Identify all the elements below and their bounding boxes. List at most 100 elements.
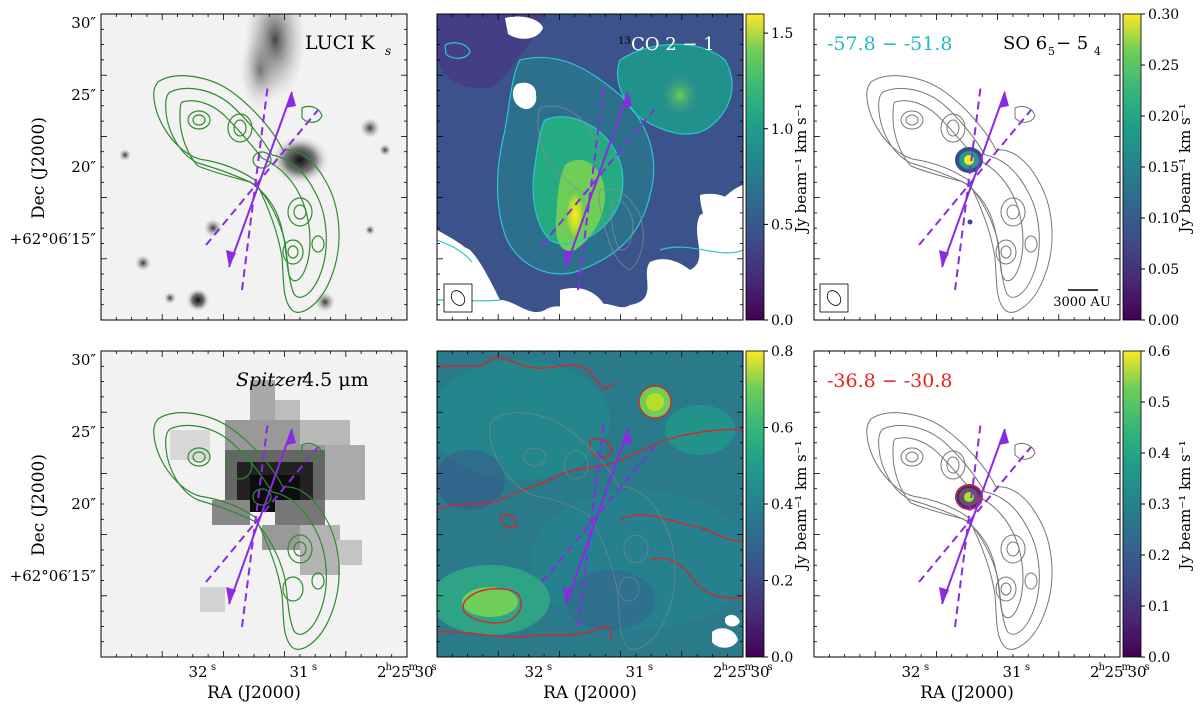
svg-text:30: 30	[415, 663, 434, 681]
ra-axis-label-middle: RA (J2000)	[543, 683, 637, 703]
ra-axis-label-right: RA (J2000)	[920, 683, 1014, 703]
colorbar-tick-label: 0.00	[1148, 313, 1179, 329]
colorbar-tick-label: 0.4	[771, 497, 793, 513]
ra-tick-label: 31	[1002, 663, 1021, 681]
ra-tick-label: 32	[901, 663, 920, 681]
svg-text:2: 2	[377, 663, 387, 681]
colorbar-tick-label: 0.6	[771, 421, 793, 437]
svg-text:h: h	[722, 662, 729, 673]
colorbar-tick-label: 0.15	[1148, 160, 1179, 176]
svg-text:25: 25	[1105, 663, 1124, 681]
ra-tick-sup: s	[312, 662, 317, 673]
dec-axis-label-bottom: Dec (J2000)	[29, 454, 49, 556]
svg-text:25: 25	[728, 663, 747, 681]
svg-text:s: s	[1145, 662, 1150, 673]
axes-ticks: 30″ 25″ 20″ +62°06′15″ 30″ 25″ 20″ +62°06′15″ 32…	[10, 14, 1150, 681]
ra-tick-sup: s	[648, 662, 653, 673]
dec-axis-label-top: Dec (J2000)	[29, 117, 49, 219]
svg-text:25: 25	[392, 663, 411, 681]
panel-b-colorbar: 0.0 0.5 1.0 1.5 Jy beam⁻¹ km s⁻¹	[745, 13, 810, 329]
ra-axis-label-left: RA (J2000)	[207, 683, 301, 703]
svg-text:2: 2	[1090, 663, 1100, 681]
colorbar-tick-label: 0.0	[771, 313, 793, 329]
colorbar-tick-label: 0.5	[1148, 395, 1170, 411]
colorbar-tick-label: 0.30	[1148, 7, 1179, 23]
panel-13co: 13 CO 2 − 1 0.0 0.5 1.0 1.5 Jy beam⁻¹ km s⁻…	[436, 13, 810, 329]
colorbar-tick-label: 0.1	[1148, 599, 1170, 615]
panel-so-blue: -57.8 − -51.8 SO 6 5 − 5 4 3000 AU 0.000…	[813, 7, 1194, 329]
ra-tick-label: 32	[524, 663, 543, 681]
colorbar-tick-label: 0.8	[771, 344, 793, 360]
colorbar-tick-label: 0.0	[771, 650, 793, 666]
panel-b-colorbar-label: Jy beam⁻¹ km s⁻¹	[792, 103, 810, 234]
svg-text:h: h	[386, 662, 393, 673]
ra-tick-sup: s	[211, 662, 216, 673]
svg-text:s: s	[432, 662, 437, 673]
panel-so-red: -36.8 − -30.8 0.0 0.1 0.2 0.3 0.4 0.5 0.6 Jy b…	[813, 344, 1194, 666]
panel-b-title-sup: 13	[618, 36, 631, 47]
ra-tick-label: 31	[289, 663, 308, 681]
dec-tick-label: +62°06′15″	[10, 230, 97, 248]
panel-d-contours	[153, 412, 340, 650]
panel-c-colorbar: 0.00 0.05 0.10 0.15 0.20 0.25 0.30 Jy beam⁻¹ k…	[1122, 7, 1194, 329]
dec-tick-label: 20″	[71, 495, 96, 513]
panel-luci-ks: LUCI K s	[100, 13, 408, 321]
colorbar-tick-label: 0.5	[771, 217, 793, 233]
ra-tick-sup: s	[1025, 662, 1030, 673]
colorbar-tick-label: 0.25	[1148, 58, 1179, 74]
ra-tick-sup: s	[924, 662, 929, 673]
dec-tick-label: 25″	[71, 86, 96, 104]
panel-f-colorbar: 0.0 0.1 0.2 0.3 0.4 0.5 0.6 Jy beam⁻¹ km s⁻¹	[1122, 344, 1194, 666]
panel-c-colorbar-label: Jy beam⁻¹ km s⁻¹	[1176, 103, 1194, 234]
svg-text:h: h	[1099, 662, 1106, 673]
colorbar-tick-label: 0.6	[1148, 344, 1170, 360]
colorbar-tick-label: 0.3	[1148, 497, 1170, 513]
panel-a-title-sub: s	[385, 44, 391, 58]
panel-red-contours: 0.0 0.2 0.4 0.6 0.8 Jy beam⁻¹ km s⁻¹	[436, 344, 810, 666]
panel-c-title-sub2: 4	[1094, 45, 1101, 58]
colorbar-tick-label: 0.20	[1148, 109, 1179, 125]
colorbar-tick-label: 0.2	[1148, 548, 1170, 564]
panel-e-red-contours	[437, 356, 743, 641]
ra-tick-label: 32	[188, 663, 207, 681]
panel-a-title: LUCI K s	[305, 32, 391, 58]
ra-tick-sup: s	[547, 662, 552, 673]
dec-tick-label: 20″	[71, 158, 96, 176]
svg-text:30: 30	[1128, 663, 1147, 681]
panel-a-contours	[153, 75, 340, 313]
panel-c-title-text: SO 6	[1003, 33, 1047, 54]
panel-b-title: 13 CO 2 − 1	[618, 34, 715, 55]
panel-c-scalebar-label: 3000 AU	[1053, 295, 1111, 310]
panel-a-title-text: LUCI K	[305, 32, 376, 54]
panel-d-title-italic: Spitzer	[236, 369, 307, 391]
panel-c-velocity-range: -57.8 − -51.8	[827, 33, 952, 55]
colorbar-tick-label: 0.05	[1148, 262, 1179, 278]
panel-b-beam	[450, 290, 466, 306]
svg-text:30: 30	[751, 663, 770, 681]
svg-text:m: m	[745, 662, 755, 673]
colorbar-tick-label: 0.4	[1148, 446, 1170, 462]
panel-c-title-mid: − 5	[1056, 33, 1088, 54]
dec-tick-label: 25″	[71, 423, 96, 441]
colorbar-tick-label: 0.2	[771, 574, 793, 590]
panel-f-velocity-range: -36.8 − -30.8	[827, 370, 952, 392]
svg-text:2: 2	[713, 663, 723, 681]
colorbar-tick-label: 1.0	[771, 122, 793, 138]
panel-c-beam	[826, 290, 842, 306]
panel-d-title: Spitzer 4.5 μm	[236, 369, 369, 391]
panel-a-outflow-axes	[205, 83, 319, 291]
panel-d-title-text: 4.5 μm	[302, 369, 369, 391]
panel-e-colorbar: 0.0 0.2 0.4 0.6 0.8 Jy beam⁻¹ km s⁻¹	[745, 344, 810, 666]
dec-tick-label: 30″	[71, 351, 96, 369]
colorbar-tick-label: 0.0	[1148, 650, 1170, 666]
panel-c-title-sub1: 5	[1048, 45, 1055, 58]
svg-text:s: s	[768, 662, 773, 673]
colorbar-tick-label: 0.10	[1148, 211, 1179, 227]
panel-e-colorbar-label: Jy beam⁻¹ km s⁻¹	[792, 440, 810, 571]
panel-c-title: SO 6 5 − 5 4	[1003, 33, 1101, 58]
panel-b-beam-box	[443, 283, 473, 313]
